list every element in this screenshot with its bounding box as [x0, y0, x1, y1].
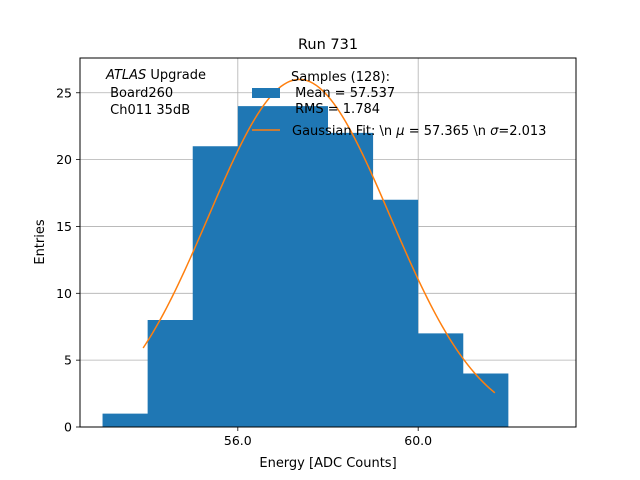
fit-sigma-value: =2.013 — [498, 124, 546, 139]
legend-samples-title: Samples (128): — [291, 70, 390, 85]
chart-title: Run 731 — [298, 37, 358, 53]
y-tick-label-0: 0 — [64, 420, 72, 435]
fit-label-prefix: Gaussian Fit: \n — [292, 124, 396, 139]
legend-samples-rms: RMS = 1.784 — [291, 102, 380, 117]
mu-symbol: μ — [395, 124, 404, 139]
legend-samples-swatch — [252, 88, 280, 98]
atlas-line-3: Ch011 35dB — [106, 103, 190, 118]
sigma-symbol: σ — [490, 124, 499, 139]
histogram-area — [102, 106, 509, 427]
fit-mu-value: = 57.365 \n — [405, 124, 491, 139]
plot-frame — [79, 57, 577, 428]
upgrade-label: Upgrade — [146, 68, 206, 83]
y-tick-label-1: 5 — [64, 353, 72, 368]
atlas-line-1: ATLAS Upgrade — [105, 68, 206, 83]
gaussian-fit — [142, 78, 496, 394]
gaussian-fit-curve — [142, 78, 496, 394]
histogram-bars — [102, 106, 509, 427]
x-axis-ticks: 56.0 60.0 — [224, 427, 432, 448]
atlas-annotation: ATLAS Upgrade Board260 Ch011 35dB — [105, 68, 206, 118]
x-tick-label-1: 60.0 — [404, 433, 432, 448]
x-axis-label: Energy [ADC Counts] — [259, 456, 396, 471]
y-tick-label-4: 20 — [56, 152, 72, 167]
y-tick-label-3: 15 — [56, 219, 72, 234]
atlas-label: ATLAS — [105, 68, 146, 83]
legend: Samples (128): Mean = 57.537 RMS = 1.784… — [252, 70, 546, 139]
y-axis-label: Entries — [33, 219, 48, 265]
y-tick-label-5: 25 — [56, 85, 72, 100]
y-tick-label-2: 10 — [56, 286, 72, 301]
y-axis-ticks: 0 5 10 15 20 25 — [56, 85, 80, 435]
x-tick-label-0: 56.0 — [224, 433, 252, 448]
legend-samples-mean: Mean = 57.537 — [291, 86, 395, 101]
atlas-line-2: Board260 — [106, 86, 173, 101]
legend-fit-label: Gaussian Fit: \n μ = 57.365 \n σ=2.013 — [292, 124, 546, 139]
